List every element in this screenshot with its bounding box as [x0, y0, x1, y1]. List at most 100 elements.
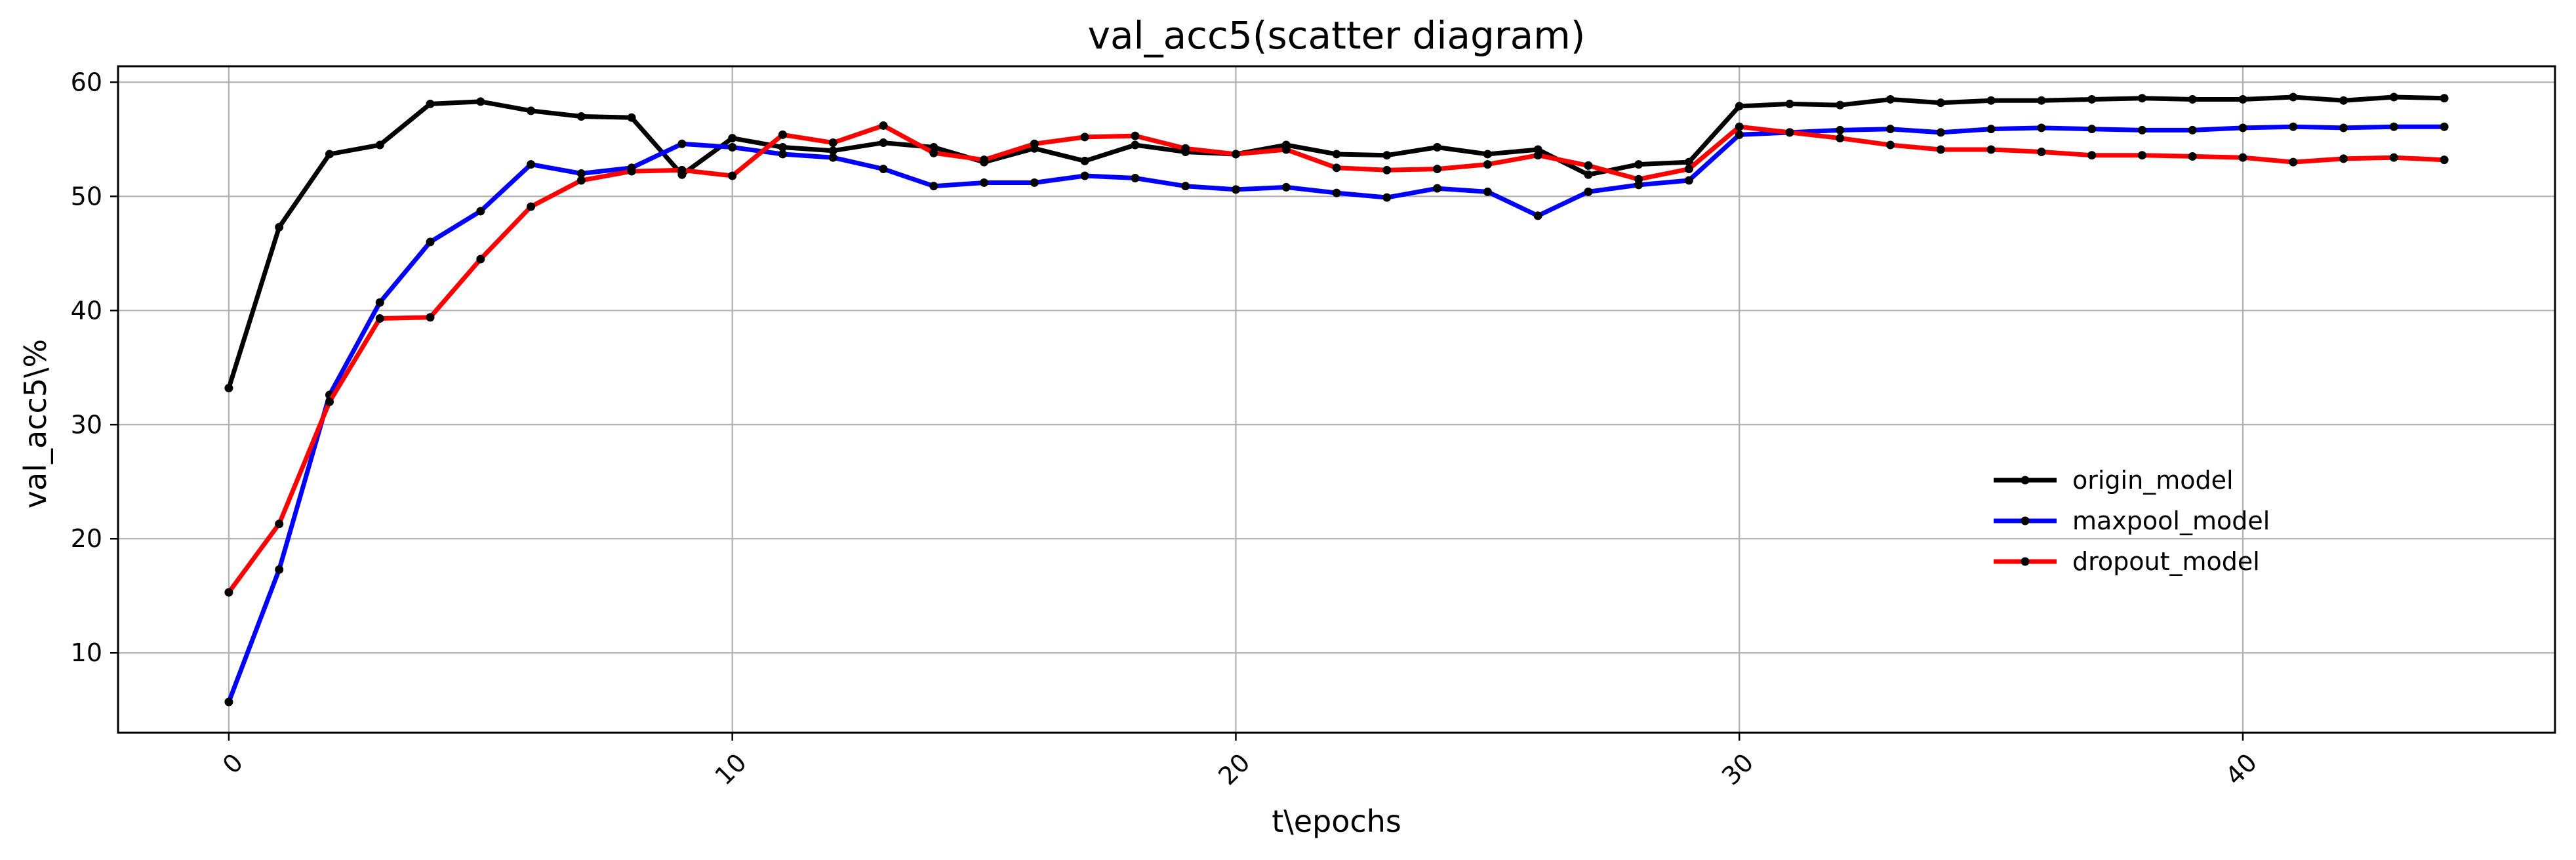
- x-tick-label: 20: [1213, 748, 1255, 790]
- data-point-origin-model: [2137, 94, 2146, 103]
- data-point-maxpool-model: [2389, 122, 2398, 131]
- data-point-origin-model: [879, 138, 888, 148]
- data-point-dropout-model: [1332, 163, 1341, 173]
- data-point-maxpool-model: [224, 697, 233, 706]
- x-tick-label: 30: [1716, 748, 1759, 790]
- data-point-maxpool-model: [1131, 173, 1140, 182]
- data-point-maxpool-model: [728, 143, 737, 152]
- data-point-dropout-model: [224, 588, 233, 597]
- data-point-origin-model: [1735, 102, 1744, 111]
- data-point-origin-model: [325, 150, 334, 159]
- y-tick-label: 60: [71, 68, 102, 96]
- data-point-dropout-model: [879, 121, 888, 130]
- y-tick-label: 30: [71, 410, 102, 439]
- plot-frame: [117, 65, 2556, 734]
- data-point-maxpool-model: [677, 139, 687, 148]
- data-point-maxpool-model: [2289, 122, 2298, 131]
- series-line-origin-model: [226, 94, 2447, 391]
- data-point-dropout-model: [1433, 165, 1442, 174]
- data-point-maxpool-model: [2339, 123, 2348, 133]
- data-point-dropout-model: [1886, 140, 1895, 150]
- data-point-maxpool-model: [929, 182, 938, 191]
- data-point-origin-model: [2339, 96, 2348, 105]
- data-point-origin-model: [1584, 170, 1593, 179]
- data-point-dropout-model: [1634, 174, 1643, 184]
- data-point-dropout-model: [1684, 165, 1693, 174]
- data-point-origin-model: [828, 146, 837, 155]
- data-point-dropout-model: [2440, 155, 2449, 165]
- data-point-origin-model: [1836, 100, 1845, 110]
- data-point-dropout-model: [627, 167, 636, 176]
- data-point-origin-model: [728, 134, 737, 143]
- data-point-origin-model: [627, 113, 636, 122]
- data-point-dropout-model: [1080, 133, 1089, 142]
- data-point-maxpool-model: [1332, 188, 1341, 197]
- data-point-origin-model: [1483, 150, 1492, 159]
- data-point-maxpool-model: [1483, 187, 1492, 196]
- data-point-origin-model: [1986, 96, 1996, 105]
- data-point-maxpool-model: [2188, 125, 2197, 134]
- data-point-maxpool-model: [980, 178, 989, 187]
- data-point-dropout-model: [2289, 157, 2298, 167]
- data-point-maxpool-model: [1382, 193, 1392, 202]
- y-tick-label: 10: [71, 638, 102, 667]
- x-tick-label: 10: [710, 748, 752, 790]
- data-point-dropout-model: [426, 313, 435, 322]
- legend-marker: [2021, 476, 2030, 485]
- data-point-dropout-model: [275, 520, 284, 529]
- data-point-origin-model: [576, 112, 586, 121]
- data-point-maxpool-model: [2238, 123, 2247, 133]
- data-point-dropout-model: [2087, 151, 2097, 160]
- data-point-maxpool-model: [1231, 185, 1240, 194]
- data-point-dropout-model: [1936, 145, 1945, 154]
- data-point-dropout-model: [2339, 154, 2348, 163]
- legend-label: origin_model: [2072, 466, 2234, 495]
- data-point-dropout-model: [728, 171, 737, 180]
- data-point-origin-model: [2087, 94, 2097, 104]
- data-point-dropout-model: [2037, 147, 2046, 156]
- data-point-maxpool-model: [1281, 182, 1291, 192]
- legend-item-dropout-model: dropout_model: [1994, 547, 2260, 576]
- data-point-origin-model: [1634, 160, 1643, 169]
- legend: origin_model maxpool_model dropout_model: [1994, 466, 2270, 576]
- data-point-maxpool-model: [1533, 211, 1542, 220]
- x-tick-label: 40: [2220, 748, 2263, 790]
- data-point-origin-model: [2238, 94, 2247, 104]
- data-point-maxpool-model: [2037, 123, 2046, 133]
- data-point-maxpool-model: [1936, 128, 1945, 137]
- data-point-maxpool-model: [476, 207, 485, 216]
- data-point-maxpool-model: [1886, 125, 1895, 134]
- data-point-dropout-model: [476, 255, 485, 264]
- data-point-dropout-model: [1836, 134, 1845, 143]
- data-point-origin-model: [375, 140, 384, 150]
- data-point-maxpool-model: [1684, 176, 1693, 185]
- data-point-dropout-model: [2238, 153, 2247, 162]
- data-point-origin-model: [1886, 94, 1895, 104]
- data-point-dropout-model: [929, 148, 938, 157]
- data-point-dropout-model: [778, 130, 787, 139]
- data-point-origin-model: [1080, 156, 1089, 165]
- data-point-maxpool-model: [2440, 122, 2449, 131]
- data-point-origin-model: [2389, 92, 2398, 102]
- y-tick-label: 40: [71, 296, 102, 325]
- data-point-maxpool-model: [275, 565, 284, 574]
- axis-ticks: 0 10 20 30 40 10 20 30 40 50 60: [71, 68, 2263, 790]
- data-point-dropout-model: [1030, 139, 1039, 148]
- legend-item-origin-model: origin_model: [1994, 466, 2234, 495]
- data-point-maxpool-model: [1986, 125, 1996, 134]
- data-point-dropout-model: [375, 314, 384, 323]
- data-point-dropout-model: [677, 165, 687, 174]
- x-axis-label: t\epochs: [1272, 804, 1401, 839]
- data-point-maxpool-model: [2087, 125, 2097, 134]
- y-tick-label: 50: [71, 182, 102, 211]
- data-point-dropout-model: [527, 202, 536, 211]
- data-point-dropout-model: [980, 155, 989, 165]
- data-point-dropout-model: [2188, 152, 2197, 161]
- data-point-maxpool-model: [1584, 187, 1593, 196]
- data-point-dropout-model: [1785, 128, 1794, 137]
- data-point-origin-model: [1936, 98, 1945, 108]
- data-point-dropout-model: [1131, 131, 1140, 140]
- data-point-dropout-model: [1382, 165, 1392, 174]
- data-point-dropout-model: [1986, 145, 1996, 154]
- data-point-origin-model: [426, 99, 435, 108]
